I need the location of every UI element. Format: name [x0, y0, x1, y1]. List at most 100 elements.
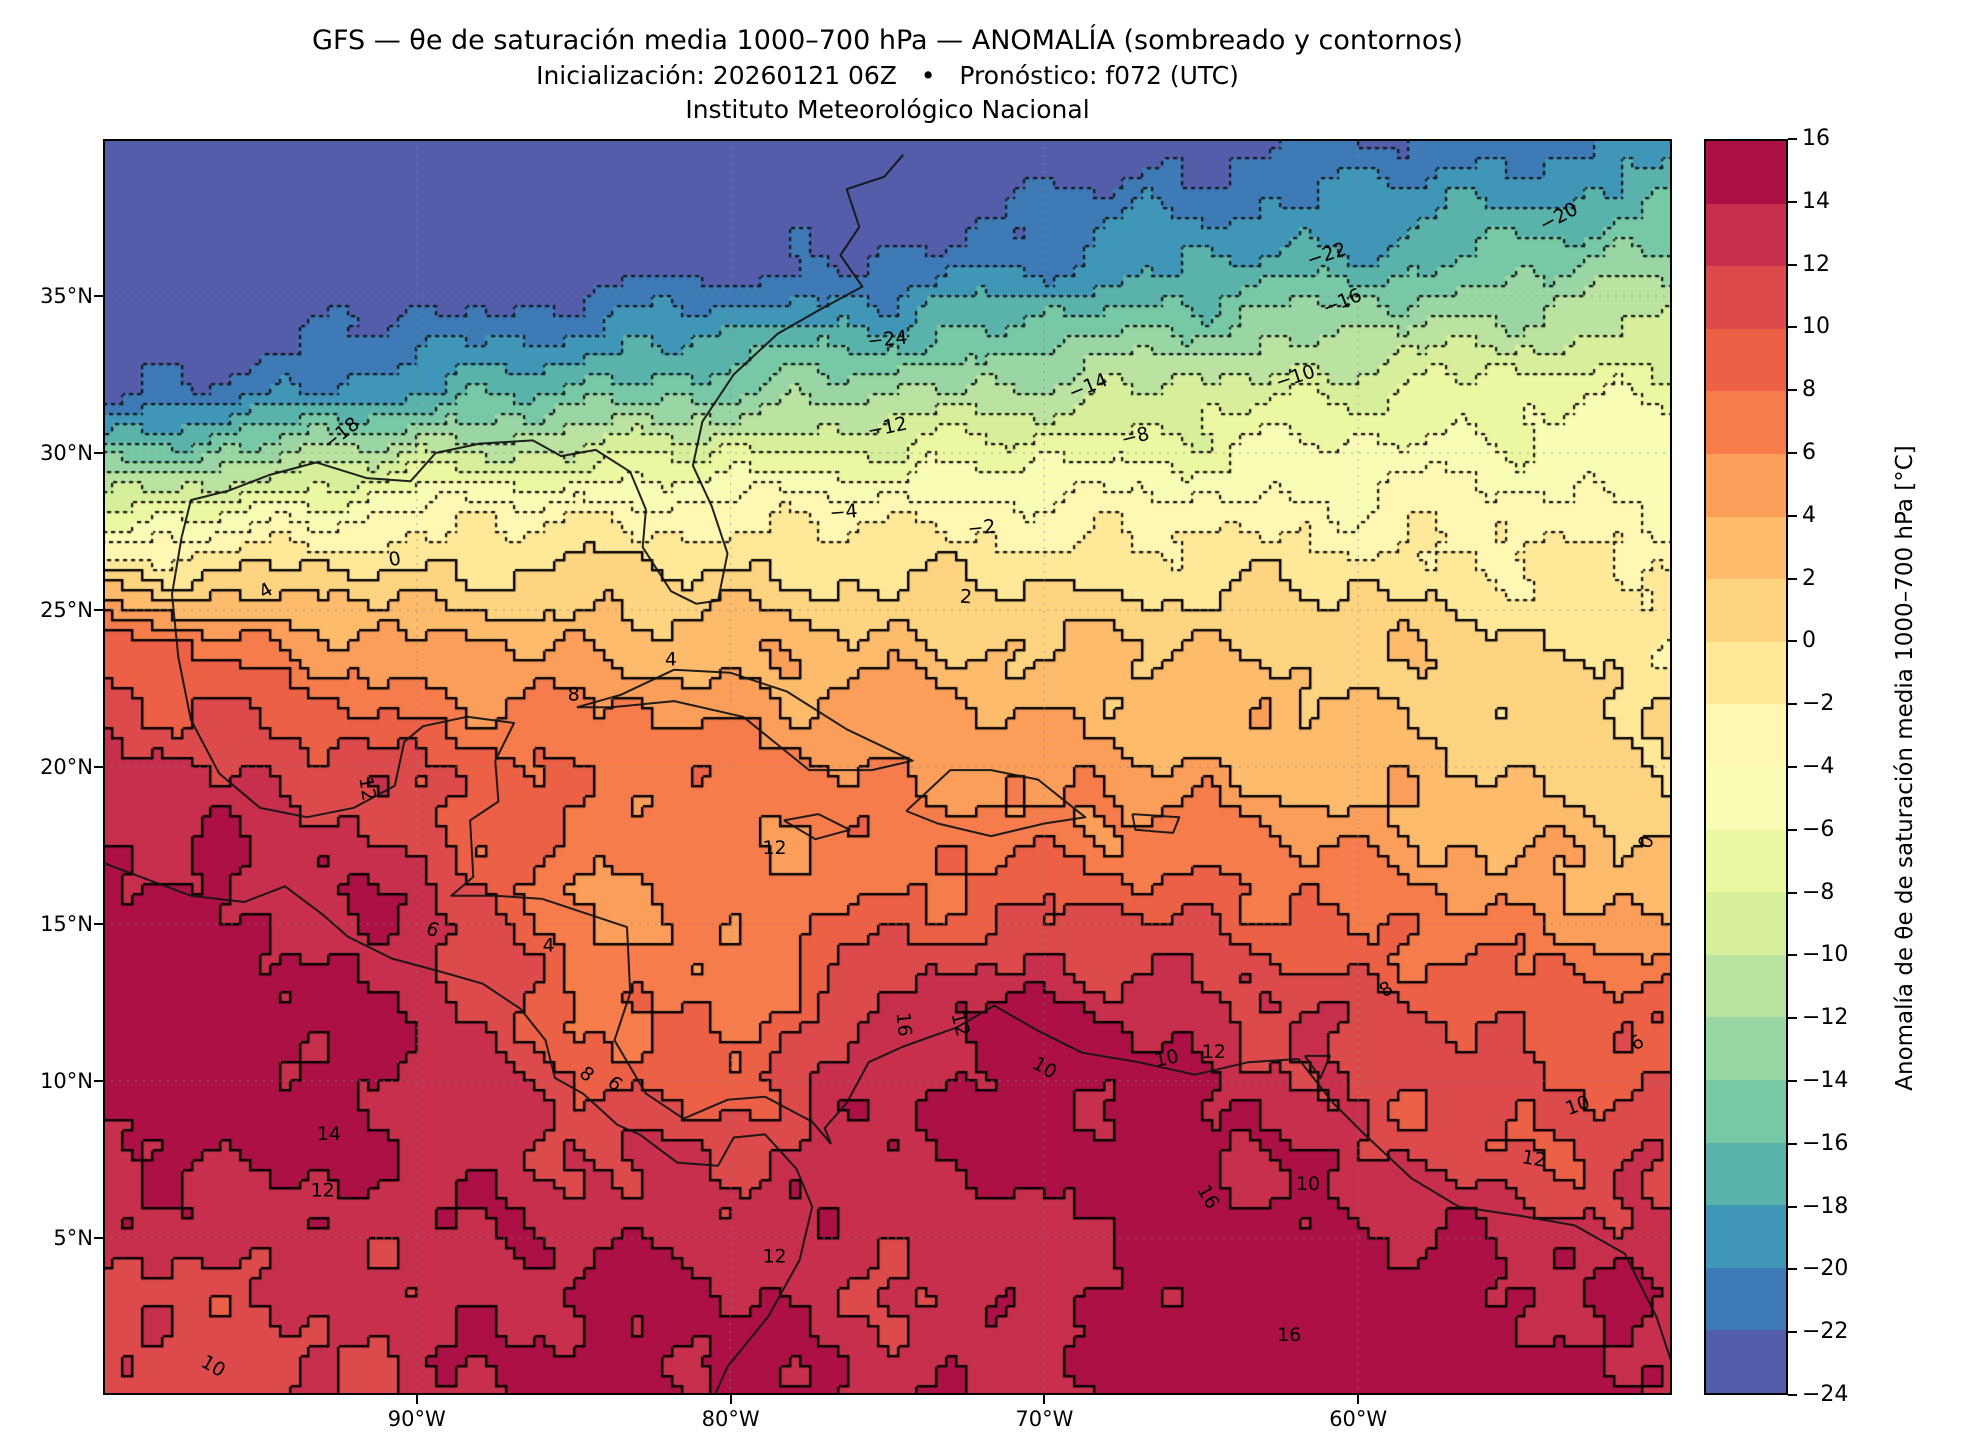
colorbar-tick-label: −10 [1802, 942, 1849, 968]
x-tick-label: 80°W [701, 1407, 760, 1431]
colorbar-tick-mark [1788, 640, 1797, 643]
x-tick-mark [729, 1395, 732, 1404]
contour-label: 16 [1277, 1324, 1301, 1346]
coastline-path [823, 1004, 1672, 1364]
colorbar-tick-label: 6 [1802, 440, 1816, 465]
colorbar-tick-mark [1788, 514, 1797, 517]
colorbar-cell [1706, 892, 1786, 955]
contour-label: 0 [387, 547, 403, 571]
colorbar-tick-label: 16 [1802, 126, 1830, 151]
contour-label: −24 [866, 326, 908, 352]
x-tick-mark [415, 1395, 418, 1404]
colorbar-cell [1706, 829, 1786, 893]
contour-label: 14 [317, 1123, 341, 1145]
contour-label: −2 [967, 515, 997, 540]
contour-label: 4 [255, 578, 276, 603]
colorbar-cell [1706, 954, 1786, 1018]
title-block: GFS — θe de saturación media 1000–700 hP… [103, 22, 1672, 127]
chart-subtitle: Inicialización: 20260121 06Z • Pronóstic… [536, 61, 1239, 90]
colorbar-tick-mark [1788, 200, 1797, 203]
colorbar-cell [1706, 641, 1786, 705]
colorbar-cell [1706, 1079, 1786, 1143]
y-tick-mark [94, 452, 103, 454]
colorbar-tick-mark [1788, 891, 1797, 894]
contour-label: 10 [197, 1351, 229, 1382]
colorbar-tick-mark [1788, 138, 1797, 140]
contour-label: 4 [543, 934, 555, 956]
contour-label: 12 [354, 775, 380, 803]
contour-label: 8 [575, 1062, 598, 1087]
y-tick-label: 35°N [40, 284, 93, 308]
contour-label: 6 [423, 917, 442, 942]
colorbar-tick-mark [1788, 1017, 1797, 1020]
contour-label: 12 [1202, 1041, 1226, 1063]
colorbar-tick-label: 12 [1802, 251, 1830, 277]
y-tick-mark [94, 1080, 103, 1082]
y-tick-mark [94, 295, 103, 297]
colorbar-tick-label: −8 [1802, 879, 1835, 905]
contour-label: 12 [311, 1179, 335, 1201]
x-tick-label: 70°W [1015, 1407, 1074, 1431]
colorbar-cell [1706, 704, 1786, 767]
colorbar-cell [1706, 266, 1786, 329]
colorbar-cell [1706, 141, 1786, 204]
colorbar-tick-mark [1788, 1142, 1797, 1145]
contour-label: 8 [1375, 977, 1396, 1002]
y-tick-mark [94, 923, 103, 925]
x-tick-mark [1357, 1395, 1360, 1404]
contour-label: 16 [1192, 1181, 1223, 1213]
x-tick-label: 60°W [1329, 1407, 1388, 1431]
colorbar-tick-mark [1788, 703, 1797, 706]
contour-label: −14 [1065, 369, 1110, 404]
y-tick-label: 10°N [40, 1069, 93, 1093]
colorbar-tick-mark [1788, 1205, 1797, 1208]
contour-label: −20 [1536, 198, 1582, 236]
colorbar-cell [1706, 203, 1786, 267]
colorbar-cell [1706, 453, 1786, 517]
coastline-path [783, 813, 851, 841]
y-tick-label: 15°N [40, 912, 93, 936]
colorbar-cell [1706, 1017, 1786, 1080]
contour-label: 12 [762, 837, 786, 859]
contour-label: 12 [762, 1245, 786, 1267]
x-tick-label: 90°W [387, 1407, 446, 1431]
colorbar-tick-mark [1788, 828, 1797, 831]
contour-label: −16 [1320, 284, 1365, 319]
contour-label: 10 [1153, 1045, 1181, 1072]
contour-label: 12 [1520, 1146, 1548, 1172]
coastline-path [905, 769, 1087, 838]
coastline-path [1304, 1054, 1331, 1079]
colorbar-tick-label: −2 [1802, 691, 1835, 717]
chart-title: GFS — θe de saturación media 1000–700 hP… [312, 25, 1463, 56]
colorbar-tick-label: −14 [1802, 1068, 1849, 1093]
colorbar-tick-label: 2 [1802, 565, 1816, 591]
colorbar-tick-label: −20 [1802, 1256, 1849, 1282]
colorbar-tick-label: −24 [1802, 1382, 1849, 1407]
colorbar-cell [1706, 516, 1786, 580]
colorbar-tick-mark [1788, 1331, 1797, 1334]
coastline-path [576, 668, 914, 772]
contour-label: 10 [1563, 1091, 1593, 1120]
colorbar-tick-mark [1788, 954, 1797, 957]
contour-label: −8 [1119, 423, 1152, 451]
contour-label: −12 [865, 412, 909, 442]
colorbar-tick-label: −18 [1802, 1193, 1849, 1219]
coastline-path [103, 861, 814, 1395]
contour-label: 8 [568, 683, 580, 705]
colorbar-tick-mark [1788, 326, 1797, 329]
colorbar-tick-label: −16 [1802, 1130, 1849, 1156]
colorbar-tick-mark [1788, 263, 1797, 266]
colorbar-cell [1706, 1142, 1786, 1206]
coastline-path [1131, 813, 1181, 834]
colorbar-tick-label: −12 [1802, 1005, 1849, 1031]
contour-label: 10 [1029, 1052, 1061, 1083]
contour-label: 16 [892, 1011, 916, 1037]
colorbar-tick-label: 4 [1802, 502, 1816, 528]
colorbar-cell [1706, 391, 1786, 454]
y-tick-mark [94, 609, 103, 611]
colorbar-tick-label: 0 [1802, 628, 1816, 654]
contour-label: 4 [665, 649, 677, 671]
colorbar-tick-mark [1788, 389, 1797, 392]
y-tick-mark [94, 1237, 103, 1239]
contour-label: 6 [603, 1071, 626, 1096]
